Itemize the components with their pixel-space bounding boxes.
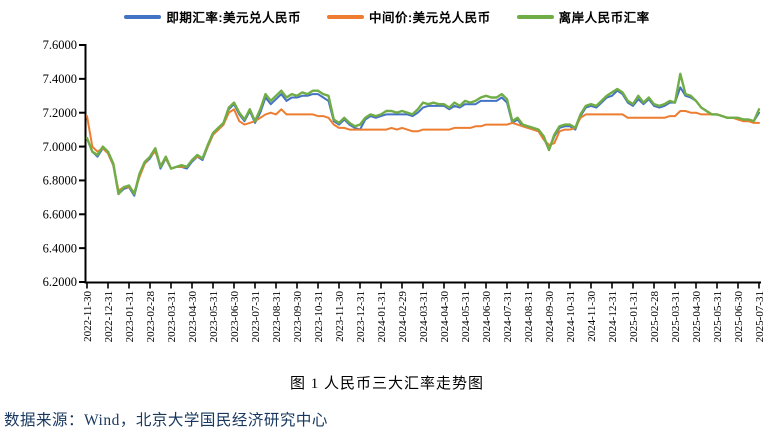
x-axis-label: 2024-11-30 [586, 291, 598, 342]
x-axis-label: 2023-06-30 [229, 291, 241, 343]
x-axis-label: 2023-05-31 [208, 291, 220, 342]
x-axis-label: 2024-05-31 [460, 291, 472, 342]
x-axis-label: 2023-02-28 [145, 291, 157, 343]
y-axis-label: 6.4000 [43, 241, 77, 255]
central-parity-line-swatch-icon [326, 14, 364, 19]
x-axis-label: 2025-06-30 [733, 291, 745, 343]
x-axis-label: 2024-08-31 [523, 291, 535, 342]
legend-item-spot-rate: 即期汇率:美元兑人民币 [124, 7, 301, 26]
y-axis-label: 7.6000 [43, 38, 77, 52]
x-axis-label: 2024-06-30 [481, 291, 493, 343]
x-axis-label: 2025-04-30 [691, 291, 703, 343]
legend-label-offshore-rmb: 离岸人民币汇率 [558, 11, 650, 25]
y-axis-label: 6.6000 [43, 207, 77, 221]
x-axis-label: 2022-12-31 [103, 291, 115, 342]
legend: 即期汇率:美元兑人民币 中间价:美元兑人民币 离岸人民币汇率 [0, 7, 774, 26]
x-axis-label: 2024-09-30 [544, 291, 556, 343]
figure-caption: 图 1 人民币三大汇率走势图 [289, 376, 484, 392]
x-axis-label: 2024-04-30 [439, 291, 451, 343]
x-axis-label: 2025-02-28 [649, 291, 661, 343]
x-axis-label: 2024-10-31 [565, 291, 577, 342]
spot-rate-line-swatch-icon [124, 14, 162, 19]
x-axis-label: 2024-02-29 [397, 291, 409, 343]
x-axis-label: 2024-01-31 [376, 291, 388, 342]
legend-label-central-parity: 中间价:美元兑人民币 [368, 11, 491, 25]
y-axis-label: 6.8000 [43, 174, 77, 188]
x-axis-label: 2025-05-31 [712, 291, 724, 342]
x-axis-label: 2025-07-31 [754, 291, 766, 342]
legend-item-central-parity: 中间价:美元兑人民币 [326, 7, 491, 26]
x-axis-label: 2022-11-30 [82, 291, 94, 342]
x-axis-label: 2023-09-30 [292, 291, 304, 343]
x-axis-label: 2025-03-31 [670, 291, 682, 342]
x-axis-label: 2024-03-31 [418, 291, 430, 342]
x-axis-label: 2023-08-31 [271, 291, 283, 342]
data-source-note: 数据来源：Wind，北京大学国民经济研究中心 [4, 412, 328, 429]
x-axis-label: 2023-04-30 [187, 291, 199, 343]
series-line-1 [86, 108, 760, 194]
legend-label-spot-rate: 即期汇率:美元兑人民币 [166, 11, 301, 25]
x-axis-label: 2023-10-31 [313, 291, 325, 342]
y-axis-label: 6.2000 [43, 275, 77, 289]
y-axis-label: 7.2000 [43, 106, 77, 120]
x-axis-label: 2023-12-31 [355, 291, 367, 342]
offshore-rmb-line-swatch-icon [516, 14, 554, 19]
x-axis-label: 2023-11-30 [334, 291, 346, 342]
x-axis-label: 2023-01-31 [124, 291, 136, 342]
x-axis-label: 2023-03-31 [166, 291, 178, 342]
legend-item-offshore-rmb: 离岸人民币汇率 [516, 7, 650, 26]
exchange-rate-line-chart: 7.6000 7.4000 7.2000 7.0000 6.8000 6.6000 6.40… [43, 38, 766, 343]
x-axis-label: 2023-07-31 [250, 291, 262, 342]
y-axis-label: 7.0000 [43, 140, 77, 154]
y-axis-label: 7.4000 [43, 72, 77, 86]
x-axis-label: 2025-01-31 [628, 291, 640, 342]
series-line-2 [85, 72, 761, 196]
x-axis-label: 2024-07-31 [502, 291, 514, 342]
x-axis-label: 2024-12-31 [607, 291, 619, 342]
